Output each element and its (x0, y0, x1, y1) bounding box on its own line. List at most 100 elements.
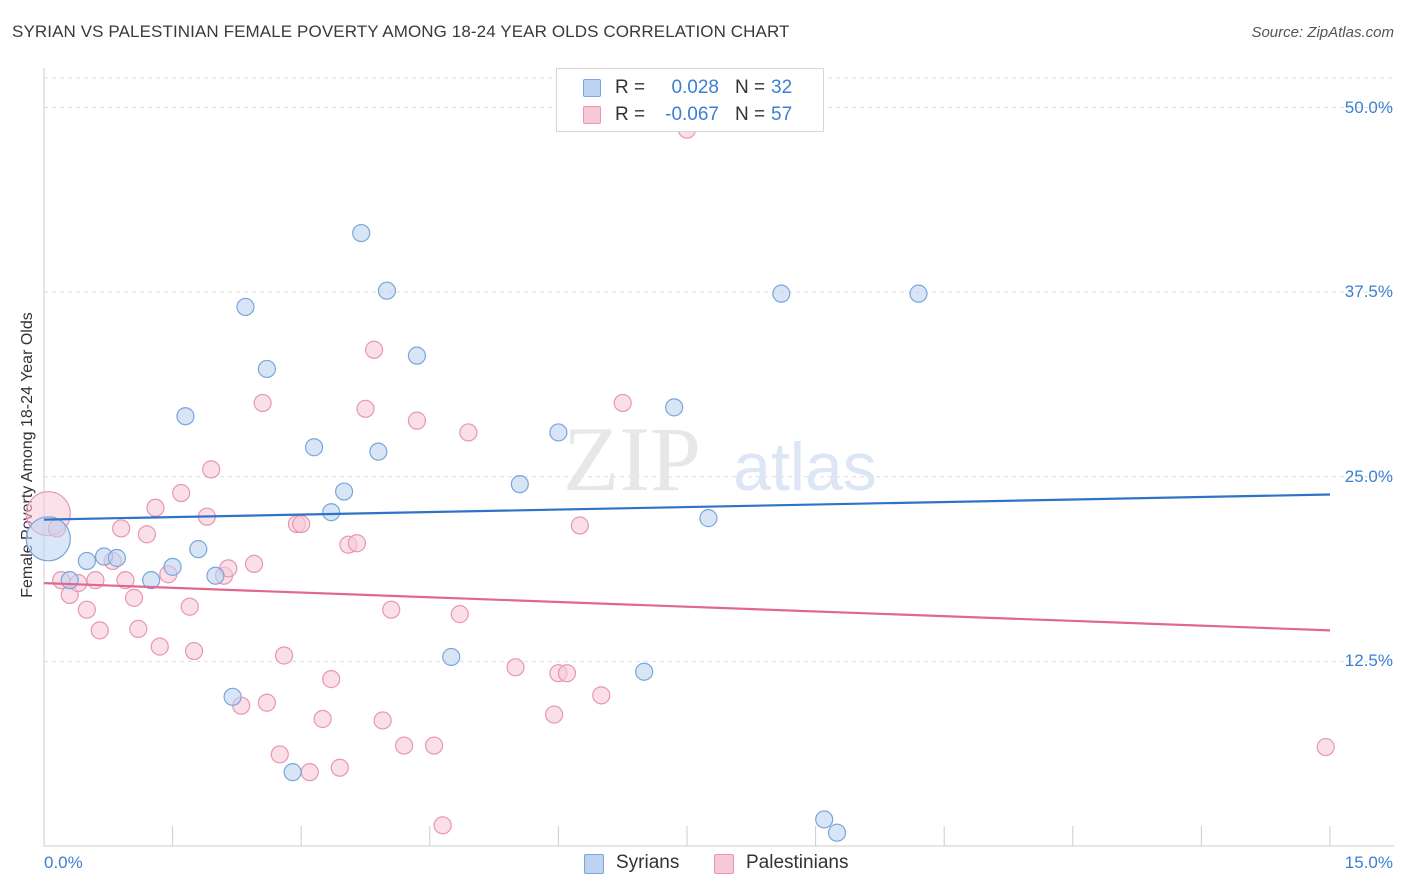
syrians-point (334, 482, 354, 501)
y-tick-label: 25.0% (1344, 466, 1393, 486)
syrians-point (107, 548, 126, 568)
r-value: 0.028 (671, 77, 719, 98)
syrians-regression-line (43, 493, 1331, 521)
palestinians-point (394, 736, 414, 755)
palestinians-point (373, 711, 392, 730)
palestinians-point (244, 554, 264, 574)
palestinians-point (77, 600, 96, 619)
syrians-point (442, 647, 461, 667)
syrians-point (206, 566, 225, 585)
syrians-point (407, 346, 427, 365)
stats-legend: R = 0.028 N = 32 R = -0.067 N = 57 (556, 68, 824, 132)
palestinians-point (180, 597, 199, 616)
syrians-point (60, 571, 79, 590)
palestinians-point (382, 600, 401, 619)
syrians-point (510, 475, 529, 494)
palestinians-point (129, 619, 148, 638)
palestinians-point (257, 693, 277, 712)
palestinians-point (90, 621, 109, 640)
x-tick-min: 0.0% (44, 853, 83, 872)
syrians-point (176, 407, 195, 426)
palestinians-point (459, 423, 478, 442)
source-label: Source: ZipAtlas.com (1251, 24, 1394, 41)
palestinians-point (364, 340, 384, 359)
palestinians-point (330, 758, 349, 777)
palestinians-point (545, 705, 564, 724)
syrians-legend-label: Syrians (616, 852, 680, 873)
y-tick-label: 37.5% (1344, 282, 1393, 302)
chart-title: SYRIAN VS PALESTINIAN FEMALE POVERTY AMO… (12, 22, 790, 41)
palestinians-point (424, 736, 444, 755)
syrians-point (369, 442, 388, 461)
syrians-point (142, 571, 161, 590)
r-label: R = (615, 77, 646, 98)
syrians-point (283, 763, 302, 782)
syrians-point (699, 509, 718, 528)
syrians-point (163, 557, 182, 576)
palestinians-swatch (583, 106, 601, 124)
palestinians-point (184, 641, 204, 661)
palestinians-legend-label: Palestinians (746, 852, 849, 873)
syrians-point (909, 284, 928, 303)
syrians-point (635, 662, 654, 681)
palestinians-point (570, 516, 589, 535)
n-label: N = (735, 104, 766, 125)
palestinians-point (124, 588, 144, 607)
palestinians-point (172, 483, 191, 503)
palestinians-point (506, 658, 525, 677)
y-tick-label: 12.5% (1344, 651, 1393, 671)
palestinians-point (322, 670, 341, 689)
palestinians-legend-swatch (714, 854, 734, 874)
watermark-zip: ZIP (563, 408, 701, 510)
gridlines (44, 77, 1394, 662)
syrians-legend-swatch (584, 854, 604, 874)
palestinians-point (274, 646, 294, 665)
palestinians-point (292, 514, 311, 534)
axes (43, 68, 1394, 847)
syrians-point (304, 438, 324, 457)
x-tick-max: 15.0% (1344, 853, 1393, 872)
syrians-point (257, 359, 277, 379)
syrians-point (772, 284, 791, 303)
syrians-point (322, 503, 341, 522)
palestinians-point (300, 763, 319, 782)
palestinians-point (116, 571, 135, 590)
syrians-point (25, 516, 71, 562)
palestinians-point (592, 686, 611, 705)
legend-row-syrians: R = 0.028 N = 32 (557, 75, 823, 101)
syrians-point (815, 810, 834, 829)
syrians-point (223, 687, 242, 706)
palestinians-point (1316, 737, 1335, 757)
n-label: N = (735, 77, 766, 98)
palestinians-point (557, 664, 577, 683)
n-value: 57 (771, 104, 793, 125)
palestinians-point (407, 411, 427, 430)
palestinians-point (347, 534, 367, 553)
syrians-point (377, 281, 397, 300)
palestinians-point (253, 393, 272, 413)
palestinians-point (137, 525, 156, 544)
regression-lines (43, 493, 1331, 632)
palestinians-point (433, 816, 452, 835)
palestinians-point (270, 745, 289, 764)
palestinians-point (450, 605, 469, 624)
syrians-point (189, 540, 208, 559)
palestinians-point (202, 460, 221, 479)
syrians-point (77, 551, 96, 571)
syrians-point (665, 398, 684, 417)
syrians-swatch (583, 79, 601, 97)
syrians-point (827, 823, 847, 842)
syrians-point (352, 223, 371, 243)
palestinians-point (356, 399, 375, 418)
watermark-atlas: atlas (733, 429, 877, 505)
palestinians-point (146, 498, 165, 517)
syrians-points (25, 223, 928, 842)
palestinians-point (313, 709, 332, 729)
palestinians-regression-line (43, 582, 1331, 632)
syrians-point (236, 297, 255, 317)
palestinians-point (150, 637, 169, 656)
y-tick-label: 50.0% (1344, 97, 1393, 117)
syrians-point (549, 423, 568, 442)
palestinians-point (613, 393, 632, 413)
